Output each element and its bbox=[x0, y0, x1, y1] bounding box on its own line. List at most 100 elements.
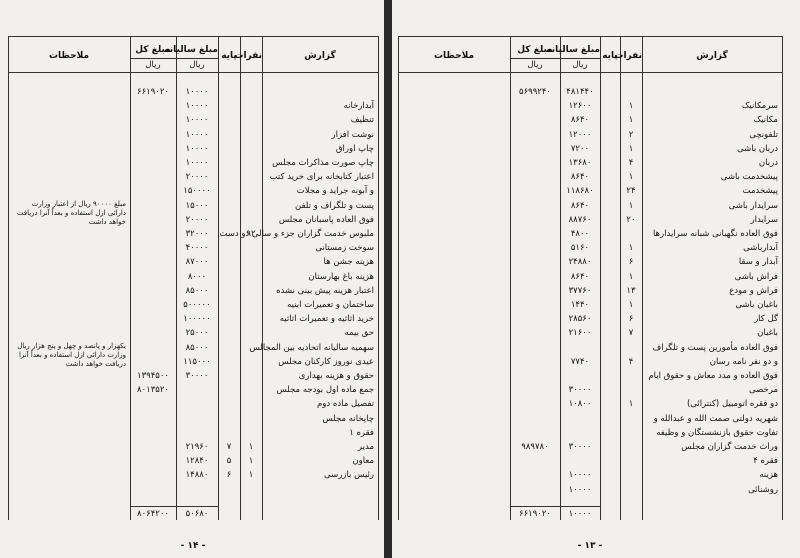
rule bbox=[510, 506, 600, 507]
row-description: ساختمان و تعمیرات ابنیه bbox=[287, 300, 374, 310]
cell-annual: ۸۰۰۰ bbox=[187, 271, 207, 282]
cell-count: ۴ bbox=[628, 356, 634, 367]
cell-count: ۹۲ bbox=[246, 229, 256, 239]
cell-annual: ۱۲۰۰۰ bbox=[568, 129, 592, 140]
row-description: نوشت افزار bbox=[331, 129, 374, 140]
row-description: و آبونه جراید و مجلات bbox=[296, 186, 374, 197]
column-header: نفرات bbox=[234, 51, 262, 61]
row-description: آبدار و سقا bbox=[738, 257, 778, 268]
column-header: نفرات bbox=[614, 51, 642, 61]
cell-annual: ۸۶۴۰ bbox=[570, 200, 590, 211]
row-description: عیدی نوروز کارکنان مجلس bbox=[278, 356, 374, 367]
row-description: فراش و مودع bbox=[729, 285, 778, 296]
note: یکهزار و پانصد و چهل و پنج هزار ریال وزا… bbox=[17, 341, 126, 368]
row-description: فقره ۴ bbox=[753, 456, 778, 467]
row-description: فوق العاده مأمورین پست و تلگراف bbox=[652, 342, 778, 353]
cell-count: ۱ bbox=[628, 243, 634, 254]
column-rule bbox=[510, 36, 511, 520]
column-header: پایه bbox=[602, 51, 618, 61]
row-description: هزینه bbox=[759, 470, 778, 481]
cell-annual: ۴۰۰۰۰ bbox=[185, 243, 209, 254]
row-description: حق بیمه bbox=[344, 328, 374, 339]
footer-total: ۸۰۶۴۲۰۰ bbox=[137, 509, 169, 519]
cell-count: ۱ bbox=[628, 115, 634, 126]
column-header: مبلغ کل bbox=[135, 45, 171, 55]
column-header: مبلغ کل bbox=[517, 45, 553, 55]
cell-annual: ۱۰۸۰۰ bbox=[568, 399, 592, 410]
row-description: پیشخدمت باشی bbox=[720, 172, 778, 183]
row-description: وراث خدمت گزاران مجلس bbox=[681, 442, 778, 452]
cell-annual: ۱۰۰۰۰ bbox=[185, 158, 209, 168]
row-description: دربان باشی bbox=[737, 143, 778, 154]
row-description: هزینه جشن ها bbox=[323, 257, 374, 268]
footer-annual: ۱۰۰۰۰ bbox=[568, 509, 592, 519]
left-page bbox=[0, 0, 384, 558]
row-description: باغبان باشی bbox=[735, 300, 778, 310]
cell-annual: ۷۷۴۰ bbox=[570, 356, 590, 367]
row-description: باغبان bbox=[757, 328, 778, 339]
cell-annual: ۳۲۰۰۰ bbox=[185, 229, 209, 239]
cell-count: ۱ bbox=[628, 143, 634, 154]
cell-annual: ۲۴۸۸۰ bbox=[568, 257, 592, 268]
cell-total: ۹۸۹۷۸۰ bbox=[521, 442, 549, 452]
cell-annual: ۲۰۰۰۰ bbox=[185, 172, 209, 183]
cell-count: ۱ bbox=[628, 200, 634, 211]
row-description: معاون bbox=[352, 456, 374, 467]
cell-annual: ۸۵۰۰۰ bbox=[185, 285, 209, 296]
cell-annual: ۴۸۱۴۴۰ bbox=[566, 87, 594, 97]
cell-annual: ۸۶۴۰ bbox=[570, 172, 590, 183]
cell-grade: ۷ bbox=[226, 442, 232, 452]
cell-annual: ۱۲۸۴۰ bbox=[185, 456, 209, 467]
cell-annual: ۲۸۵۶۰ bbox=[568, 314, 592, 325]
cell-annual: ۱۵۰۰۰۰ bbox=[183, 186, 211, 197]
row-description: سرایدار bbox=[750, 214, 778, 225]
column-rule bbox=[398, 36, 399, 520]
row-description: دو فقره اتومبیل (کنترائی) bbox=[686, 399, 778, 410]
cell-count: ۱ bbox=[248, 442, 254, 452]
cell-total: ۱۳۹۴۵۰۰ bbox=[137, 371, 169, 381]
cell-annual: ۵۱۶۰ bbox=[570, 243, 590, 254]
right-page bbox=[392, 0, 800, 558]
cell-annual: ۱۳۶۸۰ bbox=[568, 158, 592, 168]
row-description: پیشخدمت bbox=[742, 186, 778, 197]
column-rule bbox=[218, 36, 219, 520]
rule bbox=[8, 72, 378, 73]
column-header: مبلغ سالیانه bbox=[164, 45, 218, 55]
unit-label: ریال bbox=[145, 60, 161, 70]
column-header: مبلغ سالیانه bbox=[546, 45, 600, 55]
row-description: شهریه دولتی صمت الله و عبدالله و bbox=[653, 413, 778, 424]
row-description: مرخصی bbox=[749, 385, 778, 396]
cell-total: ۶۶۱۹۰۲۰ bbox=[137, 87, 169, 97]
rule bbox=[130, 506, 218, 507]
cell-count: ۱ bbox=[248, 456, 254, 467]
row-description: فوق العاده نگهبانی شبانه سرایدارها bbox=[652, 229, 778, 239]
row-description: تفصیل ماده دوم bbox=[317, 399, 374, 410]
row-description: چاپ صورت مذاکرات مجلس bbox=[272, 158, 374, 168]
column-rule bbox=[262, 36, 263, 520]
row-description: گل کار bbox=[754, 314, 778, 325]
row-description: سرمکانیک bbox=[741, 101, 778, 112]
unit-label: ریال bbox=[189, 60, 205, 70]
rule bbox=[130, 58, 218, 59]
cell-annual: ۱۰۰۰۰ bbox=[185, 101, 209, 112]
row-description: سرایدار باشی bbox=[728, 200, 778, 211]
cell-annual: ۸۷۰۰۰ bbox=[185, 257, 209, 268]
column-header: پایه bbox=[221, 51, 237, 61]
row-description: آبدارباشی bbox=[743, 243, 778, 254]
cell-annual: ۸۶۴۰ bbox=[570, 271, 590, 282]
cell-annual: ۴۸۰۰ bbox=[570, 229, 590, 239]
row-description: اعتبار هزینه پیش بینی نشده bbox=[276, 285, 374, 296]
row-description: سهمیه سالیانه اتحادیه بین المجالس bbox=[249, 342, 374, 353]
column-rule bbox=[8, 36, 9, 520]
cell-annual: ۲۱۶۰۰ bbox=[568, 328, 592, 339]
column-rule bbox=[600, 36, 601, 520]
cell-annual: ۳۷۷۶۰ bbox=[568, 285, 592, 296]
row-description: مکانیک bbox=[753, 115, 778, 126]
row-description: حقوق و هزینه بهداری bbox=[298, 371, 374, 381]
cell-annual: ۱۵۰۰۰ bbox=[185, 200, 209, 211]
cell-annual: ۱۲۶۰۰ bbox=[568, 101, 592, 112]
cell-annual: ۱۴۴۰ bbox=[570, 300, 590, 310]
row-description: اعتبار کتابخانه برای خرید کتب bbox=[269, 172, 374, 183]
row-description: ملبوس خدمت گزاران جزء و سالی دو دست bbox=[219, 229, 374, 239]
row-description: آبدارخانه bbox=[343, 101, 374, 112]
